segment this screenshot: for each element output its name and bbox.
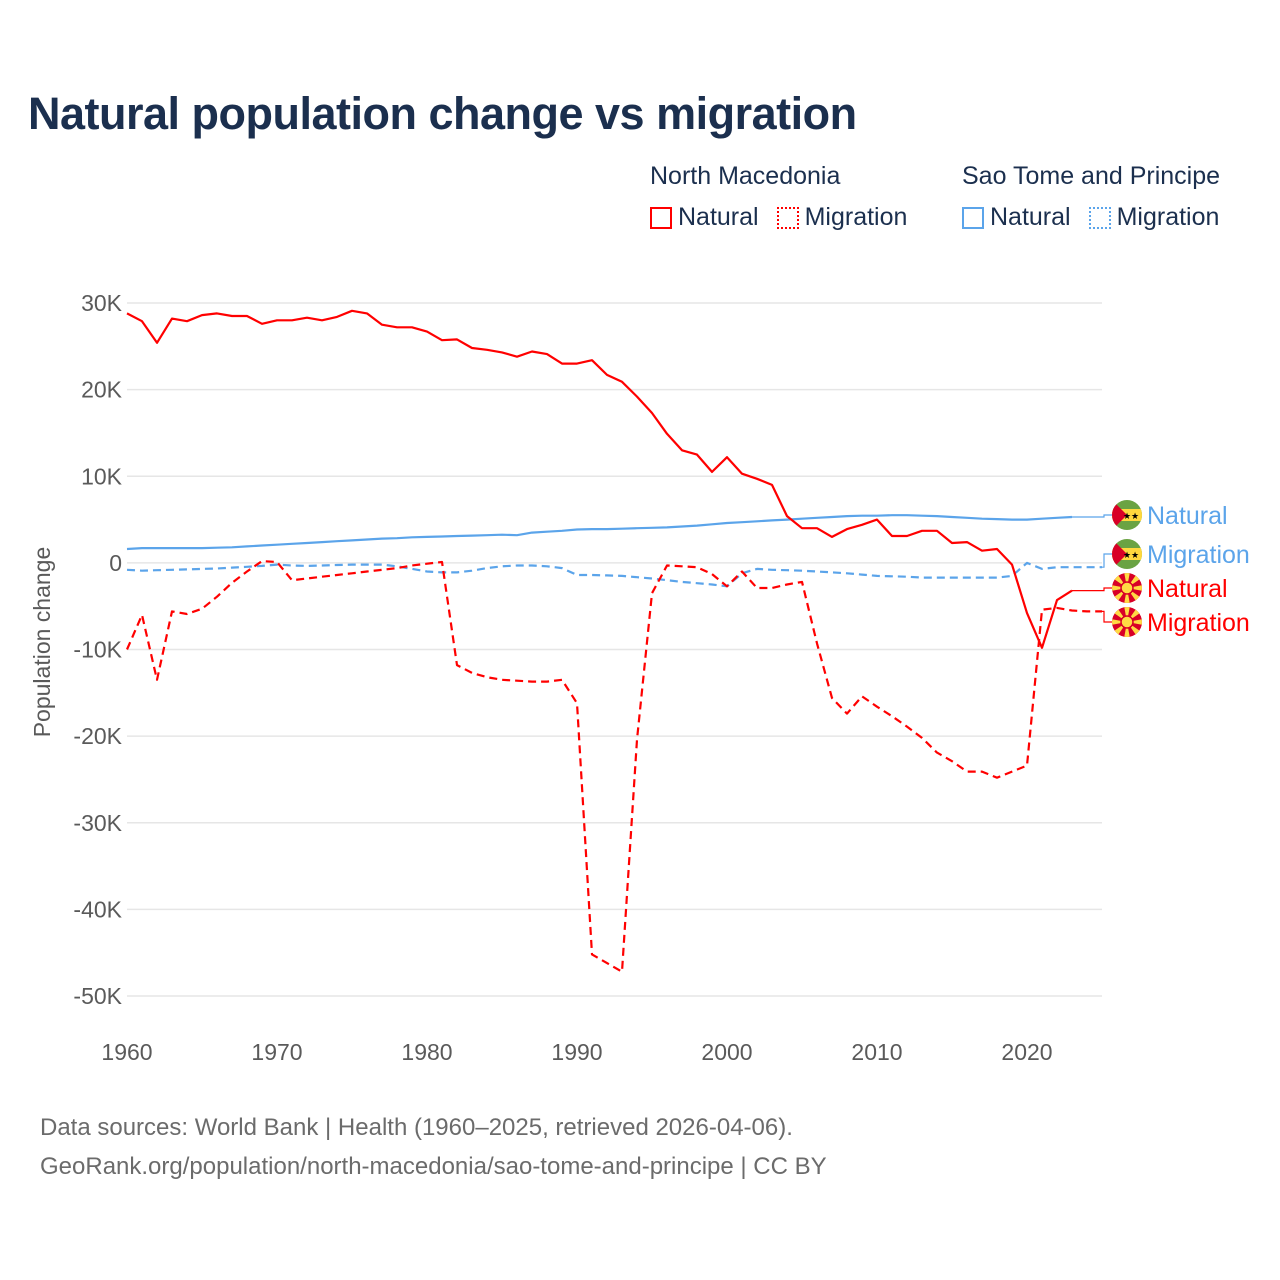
- label-connector: [1102, 553, 1112, 568]
- legend-group-sao-tome: Sao Tome and Principe Natural Migration: [962, 162, 1220, 232]
- series-line-north-macedonia-natural[interactable]: [126, 309, 1073, 649]
- legend-item-nm-migration[interactable]: Migration: [776, 203, 908, 232]
- x-tick-label: 1970: [251, 1039, 302, 1065]
- end-label: Natural: [1147, 575, 1228, 603]
- label-connector: [1102, 610, 1112, 623]
- y-axis-ticks: 30K 20K 10K 0 -10K -20K -30K -40K -50K: [73, 290, 122, 1009]
- x-tick-label: 1960: [101, 1039, 152, 1065]
- end-label: Migration: [1147, 609, 1250, 637]
- chart-title: Natural population change vs migration: [28, 88, 857, 139]
- y-tick-label: -40K: [73, 896, 122, 922]
- y-tick-label: -50K: [73, 983, 122, 1009]
- solid-swatch-icon: [650, 206, 672, 229]
- footer: Data sources: World Bank | Health (1960–…: [40, 1108, 827, 1186]
- legend-label: Migration: [1116, 203, 1220, 231]
- sao-tome-flag-icon: ★★: [1112, 539, 1142, 569]
- y-tick-label: -20K: [73, 723, 122, 749]
- north-macedonia-flag-icon: [1112, 573, 1142, 603]
- svg-text:★★: ★★: [1123, 550, 1139, 560]
- legend-label: Migration: [804, 203, 908, 231]
- x-tick-label: 2020: [1001, 1039, 1052, 1065]
- x-tick-label: 1990: [551, 1039, 602, 1065]
- end-label: Migration: [1147, 541, 1250, 569]
- dotted-swatch-icon: [1088, 206, 1111, 229]
- legend-group-north-macedonia: North Macedonia Natural Migration: [650, 162, 907, 232]
- legend-label: Natural: [990, 203, 1071, 231]
- series-line-sao-tome-and-principe-migration[interactable]: [126, 561, 1102, 588]
- end-label: Natural: [1147, 502, 1228, 530]
- y-axis-label: Population change: [29, 547, 55, 738]
- end-labels: ★★ Natural ★★ Migration Natural Migration: [1072, 500, 1250, 637]
- solid-swatch-icon: [962, 206, 984, 229]
- label-connector: [1072, 514, 1112, 518]
- y-tick-label: -30K: [73, 810, 122, 836]
- source-link[interactable]: GeoRank.org/population/north-macedonia/s…: [40, 1153, 827, 1180]
- legend-group-name: Sao Tome and Principe: [962, 162, 1221, 190]
- data-source-text: Data sources: World Bank | Health (1960–…: [40, 1114, 793, 1141]
- svg-text:★★: ★★: [1123, 511, 1139, 521]
- x-tick-label: 2010: [851, 1039, 902, 1065]
- x-tick-label: 1980: [401, 1039, 452, 1065]
- y-tick-label: 0: [109, 550, 122, 576]
- series-lines: [125, 309, 1102, 973]
- dotted-swatch-icon: [776, 206, 799, 229]
- sao-tome-flag-icon: ★★: [1112, 500, 1142, 530]
- legend-item-stp-migration[interactable]: Migration: [1088, 203, 1220, 232]
- legend-item-stp-natural[interactable]: Natural: [962, 203, 1071, 232]
- x-axis-ticks: 1960 1970 1980 1990 2000 2010 2020: [101, 1039, 1052, 1065]
- y-tick-label: 10K: [81, 463, 123, 489]
- legend-label: Natural: [678, 203, 759, 231]
- series-line-north-macedonia-migration[interactable]: [125, 560, 1102, 973]
- north-macedonia-flag-icon: [1112, 607, 1142, 637]
- legend-item-nm-natural[interactable]: Natural: [650, 203, 759, 232]
- y-tick-label: 30K: [81, 290, 123, 316]
- y-tick-label: -10K: [73, 637, 122, 663]
- y-tick-label: 20K: [81, 377, 123, 403]
- label-connector: [1072, 587, 1112, 592]
- x-tick-label: 2000: [701, 1039, 752, 1065]
- series-line-sao-tome-and-principe-natural[interactable]: [126, 514, 1073, 551]
- legend-group-name: North Macedonia: [650, 162, 841, 190]
- grid: [127, 302, 1102, 997]
